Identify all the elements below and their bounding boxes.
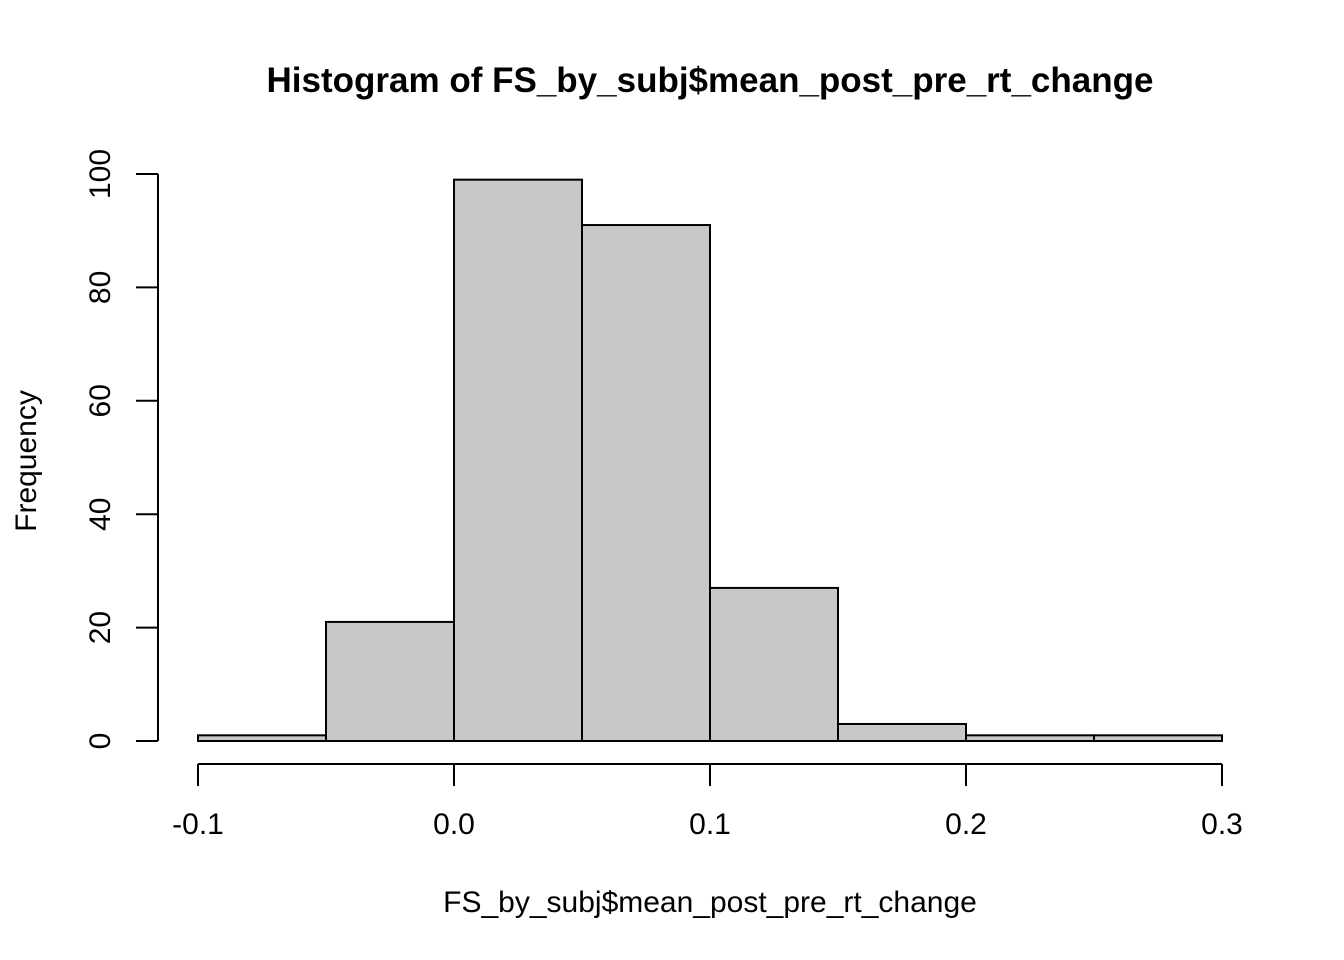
- y-tick-label-3: 60: [84, 384, 117, 417]
- x-tick-label-1: 0.0: [433, 808, 475, 841]
- y-tick-label-2: 40: [84, 498, 117, 531]
- y-axis-label: Frequency: [10, 390, 43, 532]
- y-tick-label-5: 100: [84, 149, 117, 199]
- y-tick-label-1: 20: [84, 611, 117, 644]
- histogram-bar-7: [1093, 734, 1223, 743]
- chart-title: Histogram of FS_by_subj$mean_post_pre_rt…: [267, 61, 1154, 100]
- y-tick-label-4: 80: [84, 271, 117, 304]
- x-axis: -0.1 0.0 0.1 0.2 0.3: [172, 763, 1243, 841]
- y-axis: 0 20 40 60 80 100: [84, 149, 159, 750]
- histogram-bar-2: [453, 178, 583, 743]
- x-tick-label-3: 0.2: [945, 808, 987, 841]
- histogram-bar-5: [837, 722, 967, 742]
- x-tick-label-0: -0.1: [172, 808, 224, 841]
- histogram-bar-3: [581, 224, 711, 742]
- histogram-bar-0: [197, 734, 327, 743]
- x-tick-label-2: 0.1: [689, 808, 731, 841]
- histogram-bar-4: [709, 586, 839, 742]
- x-tick-label-4: 0.3: [1201, 808, 1243, 841]
- histogram-bar-1: [325, 620, 455, 742]
- histogram-bar-6: [965, 734, 1095, 743]
- x-axis-label: FS_by_subj$mean_post_pre_rt_change: [443, 886, 977, 919]
- y-tick-label-0: 0: [84, 733, 117, 750]
- bars-group: [197, 178, 1223, 743]
